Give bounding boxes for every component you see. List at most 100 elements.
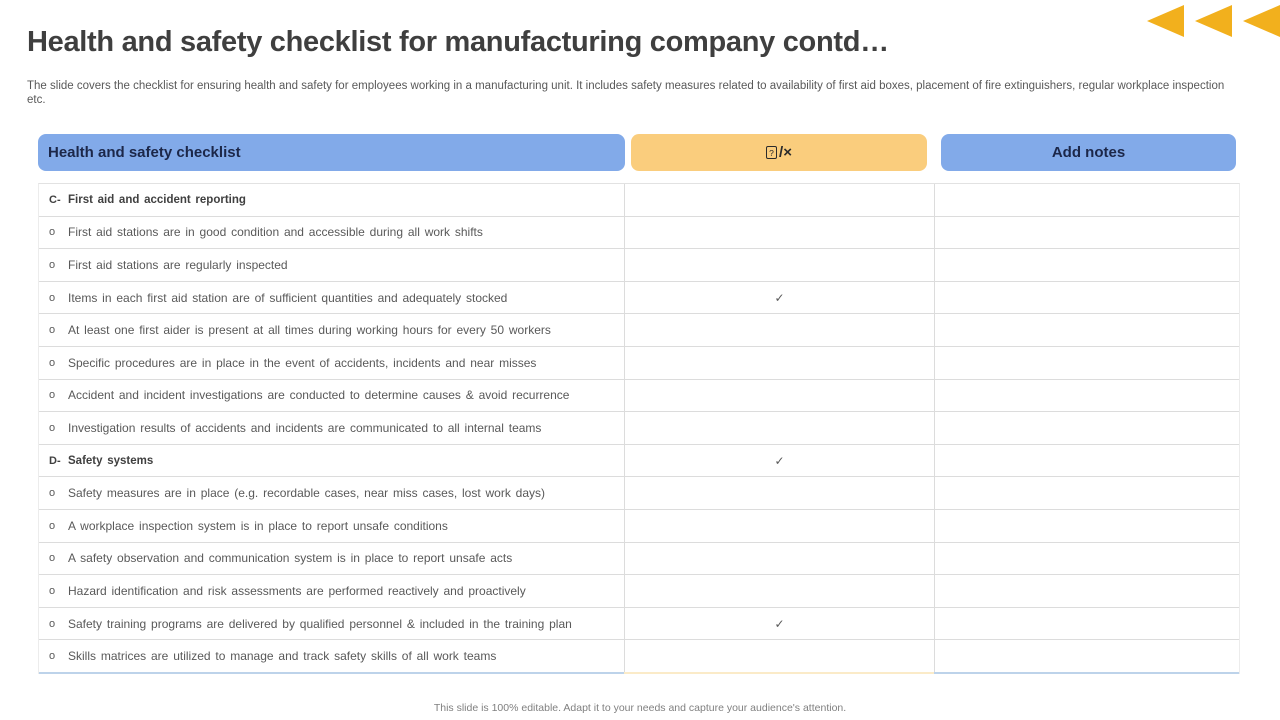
missing-glyph-icon: ? (766, 146, 778, 159)
page-title: Health and safety checklist for manufact… (27, 26, 889, 58)
bullet-marker: o (49, 291, 56, 304)
bottom-border-segment (39, 672, 624, 674)
table-row: o Accident and incident investigations ar… (39, 379, 1239, 413)
checklist-header-label: Health and safety checklist (48, 144, 241, 161)
left-triangle-icon (1195, 5, 1232, 37)
notes-cell[interactable] (934, 379, 1239, 412)
checklist-item-cell: o Investigation results of accidents and … (39, 412, 624, 444)
check-cell[interactable]: ✓ (624, 444, 934, 477)
editable-note: This slide is 100% editable. Adapt it to… (433, 702, 847, 714)
check-header-label: /× (779, 144, 792, 161)
bullet-marker: o (49, 226, 56, 239)
table-row: o First aid stations are regularly inspec… (39, 249, 1239, 282)
row-text: Skills matrices are utilized to manage a… (68, 649, 497, 664)
bullet-marker: o (49, 389, 56, 402)
row-text: Safety measures are in place (e.g. recor… (68, 486, 546, 501)
table-row: C- First aid and accident reporting (39, 184, 1239, 217)
left-triangle-icon (1147, 5, 1184, 37)
notes-cell[interactable] (934, 346, 1239, 379)
checklist-item-cell: o Hazard identification and risk assessme… (39, 575, 624, 607)
add-notes-header-button[interactable]: Add notes (941, 134, 1236, 171)
table-row: o At least one first aider is present at … (39, 314, 1239, 347)
notes-cell[interactable] (934, 249, 1239, 281)
table-row: o Safety training programs are delivered … (39, 607, 1239, 641)
checklist-item-cell: o Items in each first aid station are of … (39, 282, 624, 314)
bullet-marker: o (49, 584, 56, 597)
check-cell[interactable] (624, 477, 934, 509)
notes-cell[interactable] (934, 477, 1239, 509)
notes-cell[interactable] (934, 184, 1239, 216)
row-text: Safety training programs are delivered b… (68, 616, 572, 631)
check-cell[interactable]: ✓ (624, 281, 934, 314)
bullet-marker: o (49, 519, 56, 532)
check-cell[interactable] (624, 575, 934, 607)
bullet-marker: o (49, 552, 56, 565)
notes-cell[interactable] (934, 444, 1239, 477)
row-text: A workplace inspection system is in plac… (68, 518, 448, 533)
table-row: o Items in each first aid station are of … (39, 281, 1239, 315)
check-cell[interactable] (624, 412, 934, 444)
row-text: Hazard identification and risk assessmen… (68, 583, 526, 598)
checklist-item-cell: o Safety measures are in place (e.g. reco… (39, 477, 624, 509)
notes-cell[interactable] (934, 640, 1239, 672)
table-row: o First aid stations are in good conditio… (39, 216, 1239, 250)
checklist-table-body: C- First aid and accident reporting o First… (39, 184, 1239, 672)
section-label-cell: C- First aid and accident reporting (39, 184, 624, 216)
table-row: D- Safety systems ✓ (39, 444, 1239, 478)
table-row: o A workplace inspection system is in pla… (39, 509, 1239, 543)
bottom-border-segment (624, 672, 934, 674)
check-cell[interactable] (624, 346, 934, 379)
checklist-item-cell: o At least one first aider is present at … (39, 314, 624, 346)
table-row: o Investigation results of accidents and … (39, 412, 1239, 445)
bullet-marker: o (49, 356, 56, 369)
section-label-cell: D- Safety systems (39, 445, 624, 477)
notes-cell[interactable] (934, 575, 1239, 607)
bullet-marker: o (49, 617, 56, 630)
check-cell[interactable] (624, 249, 934, 281)
checklist-item-cell: o Safety training programs are delivered … (39, 608, 624, 640)
check-header-button[interactable]: ? /× (631, 134, 927, 171)
checklist-table: C- First aid and accident reporting o First… (38, 183, 1240, 674)
row-text: Items in each first aid station are of s… (68, 290, 508, 305)
check-cell[interactable] (624, 314, 934, 346)
checklist-header-button[interactable]: Health and safety checklist (38, 134, 625, 171)
table-row: o Safety measures are in place (e.g. reco… (39, 477, 1239, 510)
check-cell[interactable] (624, 542, 934, 575)
section-prefix: D- (49, 454, 61, 467)
checklist-item-cell: o Specific procedures are in place in the… (39, 347, 624, 379)
table-row: o Skills matrices are utilized to manage … (39, 640, 1239, 672)
checklist-item-cell: o Skills matrices are utilized to manage … (39, 640, 624, 672)
notes-cell[interactable] (934, 607, 1239, 640)
check-cell[interactable] (624, 184, 934, 216)
check-cell[interactable]: ✓ (624, 607, 934, 640)
checkmark-icon: ✓ (774, 290, 785, 305)
row-text: Accident and incident investigations are… (68, 388, 570, 403)
notes-cell[interactable] (934, 314, 1239, 346)
check-cell[interactable] (624, 640, 934, 672)
row-text: Investigation results of accidents and i… (68, 420, 542, 435)
table-header-row: Health and safety checklist ? /× Add not… (38, 134, 1236, 171)
notes-cell[interactable] (934, 542, 1239, 575)
notes-cell[interactable] (934, 281, 1239, 314)
row-text: Safety systems (68, 454, 154, 467)
table-bottom-border (39, 672, 1239, 674)
check-cell[interactable] (624, 216, 934, 249)
checklist-item-cell: o First aid stations are regularly inspec… (39, 249, 624, 281)
bullet-marker: o (49, 421, 56, 434)
notes-cell[interactable] (934, 412, 1239, 444)
notes-cell[interactable] (934, 509, 1239, 542)
left-triangle-icon (1243, 5, 1280, 37)
notes-cell[interactable] (934, 216, 1239, 249)
section-prefix: C- (49, 193, 61, 206)
table-row: o Hazard identification and risk assessme… (39, 575, 1239, 608)
bullet-marker: o (49, 258, 56, 271)
bullet-marker: o (49, 487, 56, 500)
checkmark-icon: ✓ (774, 453, 785, 468)
checklist-item-cell: o A workplace inspection system is in pla… (39, 510, 624, 542)
row-text: First aid stations are in good condition… (68, 225, 483, 240)
row-text: At least one first aider is present at a… (68, 323, 551, 338)
row-text: First aid stations are regularly inspect… (68, 257, 288, 272)
check-cell[interactable] (624, 379, 934, 412)
row-text: A safety observation and communication s… (68, 551, 513, 566)
check-cell[interactable] (624, 509, 934, 542)
